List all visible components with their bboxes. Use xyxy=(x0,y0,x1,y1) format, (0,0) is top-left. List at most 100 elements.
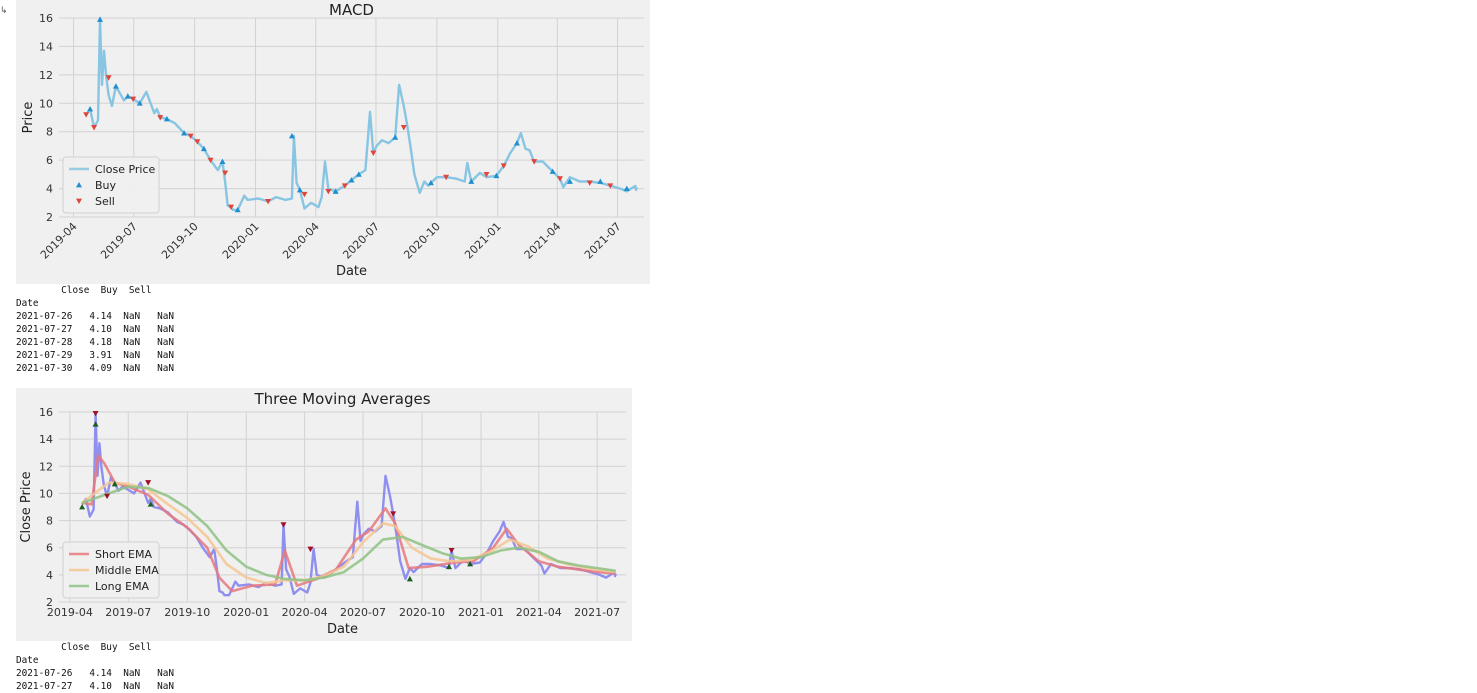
x-tick-label: 2020-04 xyxy=(280,220,322,262)
legend-swatch xyxy=(76,182,82,188)
dataframe-row: 2021-07-26 4.14 NaN NaN xyxy=(16,311,175,322)
y-tick-label: 14 xyxy=(39,40,53,53)
x-tick-label: 2021-01 xyxy=(458,606,504,619)
x-tick-label: 2020-01 xyxy=(223,606,269,619)
buy-signal-marker xyxy=(219,158,226,164)
sell-signal-marker xyxy=(370,150,377,157)
buy-signal-marker xyxy=(597,178,604,184)
buy-signal-marker xyxy=(355,171,362,177)
legend-label: Long EMA xyxy=(95,580,150,593)
y-tick-label: 6 xyxy=(46,542,53,555)
buy-signal-marker xyxy=(163,115,170,122)
x-tick-label: 2019-10 xyxy=(159,220,201,262)
buy-signal-marker xyxy=(549,168,556,174)
dataframe-row: 2021-07-26 4.14 NaN NaN xyxy=(16,668,175,679)
buy-signal-marker xyxy=(111,480,118,487)
x-tick-label: 2020-04 xyxy=(282,606,328,619)
legend-label: Middle EMA xyxy=(95,564,159,577)
x-tick-label: 2020-01 xyxy=(220,220,262,262)
dataframe-row: 2021-07-28 4.18 NaN NaN xyxy=(16,337,175,348)
sell-signal-marker xyxy=(280,522,287,528)
buy-signal-marker xyxy=(87,105,94,112)
y-axis-label: Price xyxy=(21,102,36,134)
series-line-long xyxy=(81,485,616,582)
legend-label: Buy xyxy=(95,179,117,192)
buy-signal-marker xyxy=(493,172,500,179)
macd-chart-svg: MACD 2 4 6 8 10 12 14 16 2019-04 2019-07 2019-10 202… xyxy=(21,1,644,279)
x-tick-label: 2019-07 xyxy=(98,220,140,262)
dataframe-row: 2021-07-29 3.91 NaN NaN xyxy=(16,350,175,361)
dataframe-index-name: Date xyxy=(16,655,39,666)
y-tick-label: 8 xyxy=(46,515,53,528)
y-tick-label: 6 xyxy=(46,154,53,167)
x-tick-label: 2019-07 xyxy=(105,606,151,619)
y-axis-label: Close Price xyxy=(19,471,34,542)
output-prompt-arrow: ↳ xyxy=(0,6,8,16)
buy-signal-marker xyxy=(124,93,131,99)
legend-box xyxy=(62,541,160,599)
y-tick-label: 2 xyxy=(46,596,53,609)
buy-signal-marker xyxy=(513,140,520,146)
buy-signal-marker xyxy=(234,206,241,213)
buy-signal-marker xyxy=(392,134,399,140)
sell-signal-marker xyxy=(483,171,490,178)
x-tick-label: 2020-07 xyxy=(340,606,386,619)
buy-signal-marker xyxy=(147,501,154,507)
sell-signal-marker xyxy=(83,112,90,118)
legend-swatch xyxy=(76,198,82,204)
buy-signal-marker xyxy=(296,186,303,193)
buy-signal-marker xyxy=(427,179,434,186)
legend-label: Sell xyxy=(95,195,115,208)
buy-signal-marker xyxy=(332,188,339,194)
buy-signal-marker xyxy=(97,16,104,22)
buy-signal-marker xyxy=(623,185,630,191)
y-tick-label: 10 xyxy=(39,97,53,110)
sell-signal-marker xyxy=(301,191,308,198)
y-tick-label: 16 xyxy=(39,406,53,419)
macd-dataframe-output: Close Buy Sell Date 2021-07-26 4.14 NaN … xyxy=(16,284,174,375)
buy-signal-marker xyxy=(348,177,355,183)
macd-chart-figure: MACD 2 4 6 8 10 12 14 16 2019-04 2019-07 2019-10 202… xyxy=(16,0,650,284)
legend-label: Short EMA xyxy=(95,548,152,561)
y-tick-label: 10 xyxy=(39,487,53,500)
y-tick-label: 16 xyxy=(39,12,53,25)
sell-signal-marker xyxy=(500,163,507,169)
three-moving-averages-figure: Three Moving Averages 2 4 6 8 10 12 14 16 2019-04… xyxy=(16,388,632,641)
x-tick-label: 2021-07 xyxy=(574,606,620,619)
sell-signal-marker xyxy=(265,198,272,205)
buy-signal-marker xyxy=(445,563,452,570)
x-tick-label: 2019-04 xyxy=(38,220,80,262)
sell-signal-marker xyxy=(341,183,348,189)
sell-signal-marker xyxy=(556,176,563,182)
legend-label: Close Price xyxy=(95,163,156,176)
dataframe-index-name: Date xyxy=(16,298,39,309)
dataframe-header: Close Buy Sell xyxy=(16,642,152,653)
sell-signal-marker xyxy=(130,96,137,103)
sell-signal-marker xyxy=(325,189,332,195)
buy-signal-marker xyxy=(181,130,188,136)
x-tick-label: 2021-01 xyxy=(462,220,504,262)
sell-signal-marker xyxy=(443,174,450,181)
buy-signal-marker xyxy=(112,83,119,89)
x-tick-label: 2021-07 xyxy=(582,220,624,262)
series-line-middle xyxy=(81,481,616,585)
dataframe-row: 2021-07-30 4.09 NaN NaN xyxy=(16,363,175,374)
chart-title: Three Moving Averages xyxy=(253,390,430,408)
sell-signal-marker xyxy=(390,511,397,517)
buy-signal-marker xyxy=(92,421,99,427)
buy-signal-marker xyxy=(200,145,207,152)
buy-signal-marker xyxy=(566,178,573,184)
sell-signal-marker xyxy=(448,548,455,554)
sell-signal-marker xyxy=(207,157,214,164)
buy-signal-marker xyxy=(468,178,475,184)
sell-signal-marker xyxy=(105,75,112,81)
y-tick-label: 12 xyxy=(39,69,53,82)
x-tick-label: 2021-04 xyxy=(522,220,564,262)
series-line-short xyxy=(81,454,616,593)
buy-signal-marker xyxy=(406,575,413,582)
sell-signal-marker xyxy=(222,170,229,176)
y-tick-label: 8 xyxy=(46,126,53,139)
sell-signal-marker xyxy=(92,410,99,417)
x-axis-label: Date xyxy=(336,264,367,279)
sell-signal-marker xyxy=(187,133,194,139)
